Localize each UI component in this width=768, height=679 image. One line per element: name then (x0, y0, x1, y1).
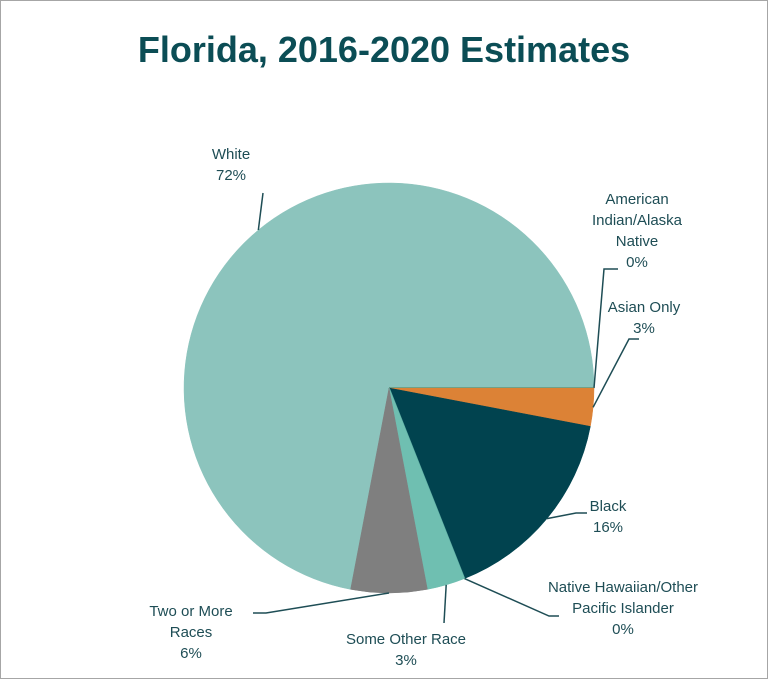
value-label: 16% (592, 519, 624, 536)
slice-label: Asian Only (607, 299, 681, 316)
leader-line (592, 338, 639, 408)
leader-line (253, 592, 390, 614)
chart-title: Florida, 2016-2020 Estimates (137, 29, 631, 70)
value-label: 72% (215, 167, 247, 184)
slice-label: Some Other Race (345, 631, 467, 648)
slice-label: White (211, 146, 251, 163)
value-label: 0% (612, 621, 634, 638)
value-label: 0% (626, 254, 648, 271)
value-label: 3% (633, 320, 655, 337)
pie-slice (350, 387, 428, 594)
slice-label: American Indian/Alaska Native (591, 191, 683, 250)
leader-line (257, 192, 264, 231)
pie-slice (183, 182, 595, 590)
value-label: 3% (395, 652, 417, 669)
leader-line (443, 584, 447, 624)
slice-label: Two or More Races (149, 603, 233, 641)
leader-line (593, 268, 618, 389)
slice-label: Black (589, 498, 627, 515)
value-label: 6% (180, 645, 202, 662)
slice-label: Native Hawaiian/Other Pacific Islander (547, 579, 699, 617)
leader-line (464, 577, 559, 617)
leader-line (546, 512, 587, 520)
